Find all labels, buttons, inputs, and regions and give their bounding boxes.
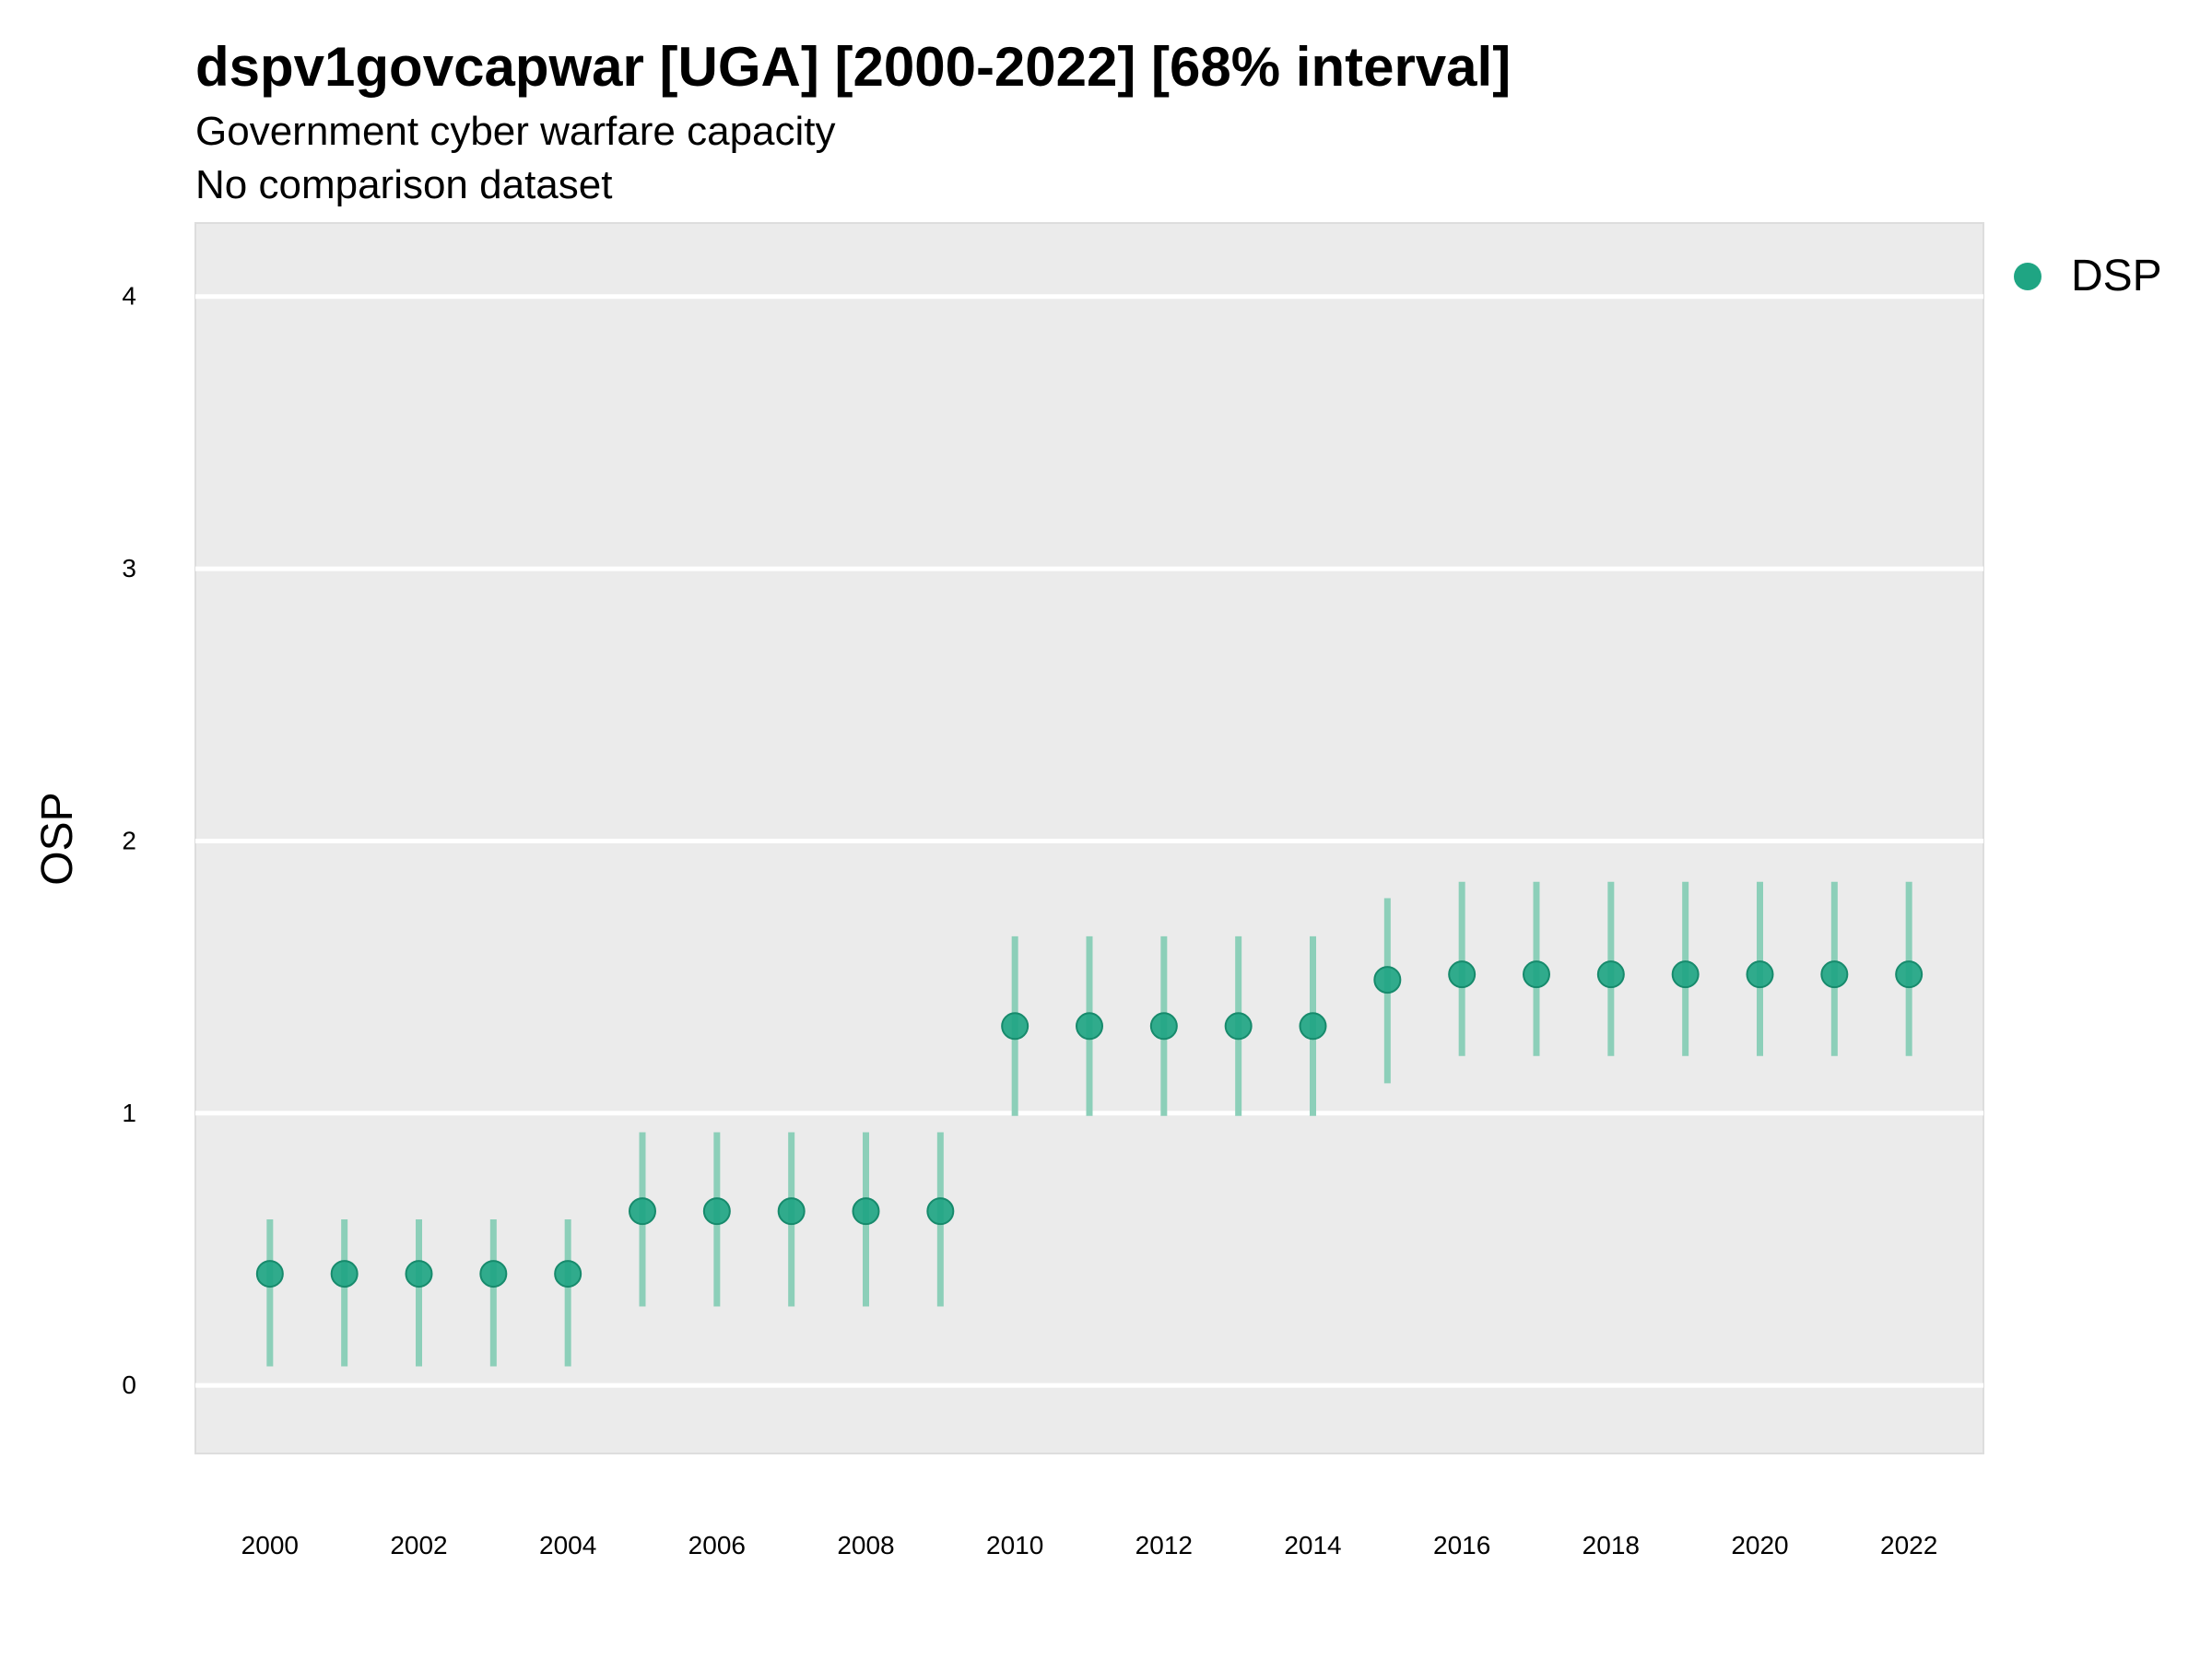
data-point [1299, 1012, 1327, 1041]
data-point [1820, 960, 1849, 989]
data-point [479, 1260, 508, 1288]
data-point [1448, 960, 1477, 989]
x-tick-label: 2010 [986, 1531, 1043, 1559]
data-point [1523, 960, 1550, 989]
data-point [1001, 1012, 1030, 1041]
x-tick-label: 2006 [688, 1531, 746, 1559]
grid-lines [195, 294, 1983, 1388]
x-axis-ticks: 2000 2002 2004 2006 2008 2010 2012 2014 2016 2018… [241, 1531, 1938, 1559]
data-point [554, 1260, 582, 1288]
x-tick-label: 2012 [1135, 1531, 1193, 1559]
x-tick-label: 2020 [1731, 1531, 1788, 1559]
legend-key-dsp [2014, 262, 2041, 290]
x-tick-label: 2002 [390, 1531, 447, 1559]
x-tick-label: 2004 [539, 1531, 596, 1559]
x-tick-label: 2008 [837, 1531, 894, 1559]
data-point [1373, 966, 1402, 994]
x-tick-label: 2018 [1583, 1531, 1640, 1559]
data-point [330, 1260, 359, 1288]
chart-subtitle: Government cyber warfare capacity [195, 109, 836, 154]
y-axis-title: OSP [33, 792, 82, 885]
x-tick-label: 2022 [1880, 1531, 1937, 1559]
data-point [1746, 960, 1774, 989]
data-point [926, 1197, 955, 1226]
data-point [405, 1260, 433, 1288]
legend-label-dsp: DSP [2071, 252, 2162, 300]
data-point [702, 1197, 731, 1226]
data-point [1895, 960, 1924, 989]
y-tick-label: 4 [122, 282, 136, 311]
y-axis-ticks: 0 1 2 3 4 [122, 282, 136, 1399]
x-tick-label: 2016 [1433, 1531, 1490, 1559]
data-point [255, 1260, 284, 1288]
data-point [1224, 1012, 1253, 1041]
y-tick-label: 3 [122, 554, 136, 582]
data-point [1596, 960, 1625, 989]
y-tick-label: 0 [122, 1371, 136, 1399]
chart-caption: No comparison dataset [195, 162, 613, 207]
data-point [852, 1197, 880, 1226]
y-tick-label: 2 [122, 826, 136, 854]
chart-title: dspv1govcapwar [UGA] [2000-2022] [68% in… [195, 36, 1512, 98]
data-point [1671, 960, 1700, 989]
data-point [629, 1197, 656, 1226]
y-tick-label: 1 [122, 1099, 136, 1127]
legend: DSP [2014, 251, 2162, 301]
data-point [1149, 1012, 1178, 1041]
data-points [255, 960, 1924, 1288]
data-point [777, 1197, 806, 1226]
x-tick-label: 2000 [241, 1531, 299, 1559]
plot-panel [194, 222, 1984, 1454]
data-point [1076, 1012, 1103, 1041]
x-tick-label: 2014 [1284, 1531, 1341, 1559]
